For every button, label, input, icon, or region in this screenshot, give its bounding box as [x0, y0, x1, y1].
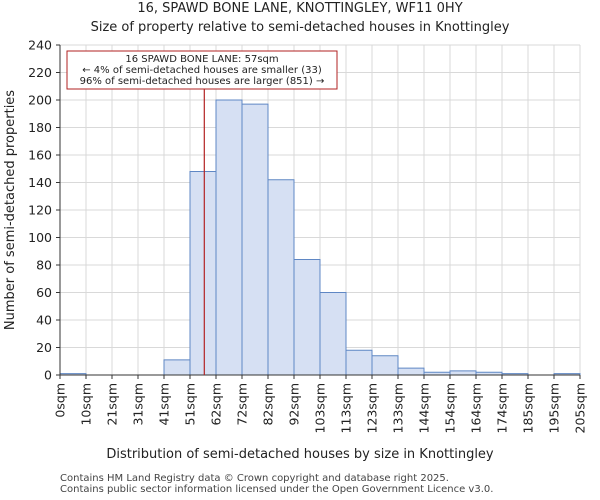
- bar: [241, 103, 269, 376]
- annotation-line-1: 16 SPAWD BONE LANE: 57sqm: [125, 54, 278, 65]
- y-tick-label: 40: [36, 313, 52, 328]
- x-tick-label: 133sqm: [391, 383, 406, 433]
- x-tick-label: 92sqm: [287, 383, 302, 426]
- x-tick-label: 10sqm: [79, 383, 94, 426]
- annotation-line-3: 96% of semi-detached houses are larger (…: [80, 76, 325, 87]
- bar: [267, 179, 295, 376]
- chart-title: 16, SPAWD BONE LANE, KNOTTINGLEY, WF11 0…: [137, 1, 463, 16]
- x-tick-label: 103sqm: [313, 383, 328, 433]
- axes: [56, 44, 581, 379]
- bar: [397, 367, 425, 376]
- bar: [449, 370, 477, 376]
- annotation-border: [66, 50, 338, 90]
- footer-copyright: Contains HM Land Registry data © Crown c…: [60, 473, 449, 484]
- x-tick-label: 154sqm: [443, 383, 458, 433]
- y-tick-label: 120: [28, 203, 52, 218]
- x-tick-label: 0sqm: [53, 383, 68, 418]
- x-tick-label: 82sqm: [261, 383, 276, 426]
- x-tick-label: 164sqm: [469, 383, 484, 433]
- bar: [215, 99, 243, 376]
- bar: [345, 349, 373, 376]
- x-tick-labels: 0sqm 10sqm 21sqm 31sqm 41sqm 51sqm 62sqm 72sqm 8…: [53, 383, 588, 433]
- bar: [293, 259, 321, 376]
- y-tick-label: 200: [28, 93, 52, 108]
- y-tick-label: 140: [28, 175, 52, 190]
- x-tick-label: 41sqm: [157, 383, 172, 426]
- footer-licence: Contains public sector information licen…: [60, 484, 494, 495]
- y-tick-label: 160: [28, 148, 52, 163]
- x-tick-label: 113sqm: [339, 383, 354, 433]
- chart-subtitle: Size of property relative to semi-detach…: [90, 20, 510, 35]
- y-axis-label: Number of semi-detached properties: [3, 90, 18, 330]
- bar: [163, 359, 191, 376]
- x-tick-label: 205sqm: [573, 383, 588, 433]
- x-tick-label: 21sqm: [105, 383, 120, 426]
- y-tick-label: 0: [44, 368, 52, 383]
- bar: [319, 292, 347, 376]
- y-tick-label: 220: [28, 65, 52, 80]
- y-tick-label: 240: [28, 38, 52, 53]
- annotation-line-2: ← 4% of semi-detached houses are smaller…: [82, 65, 322, 76]
- annotation-box: 16 SPAWD BONE LANE: 57sqm ← 4% of semi-d…: [66, 50, 338, 90]
- x-tick-label: 185sqm: [521, 383, 536, 433]
- y-tick-label: 60: [36, 285, 52, 300]
- x-tick-label: 51sqm: [183, 383, 198, 426]
- x-tick-label: 123sqm: [365, 383, 380, 433]
- y-tick-label: 20: [36, 340, 52, 355]
- y-tick-label: 100: [28, 230, 52, 245]
- x-tick-label: 195sqm: [547, 383, 562, 433]
- x-axis-label: Distribution of semi-detached houses by …: [106, 447, 494, 462]
- x-tick-label: 174sqm: [495, 383, 510, 433]
- bar: [189, 171, 217, 376]
- y-tick-labels: 0 20 40 60 80 100 120 140 160 180 200 220 240: [28, 38, 52, 383]
- x-tick-label: 144sqm: [417, 383, 432, 433]
- x-tick-label: 62sqm: [209, 383, 224, 426]
- y-tick-label: 80: [36, 258, 52, 273]
- y-tick-label: 180: [28, 120, 52, 135]
- x-tick-label: 72sqm: [235, 383, 250, 426]
- bar: [371, 355, 399, 376]
- x-tick-label: 31sqm: [131, 383, 146, 426]
